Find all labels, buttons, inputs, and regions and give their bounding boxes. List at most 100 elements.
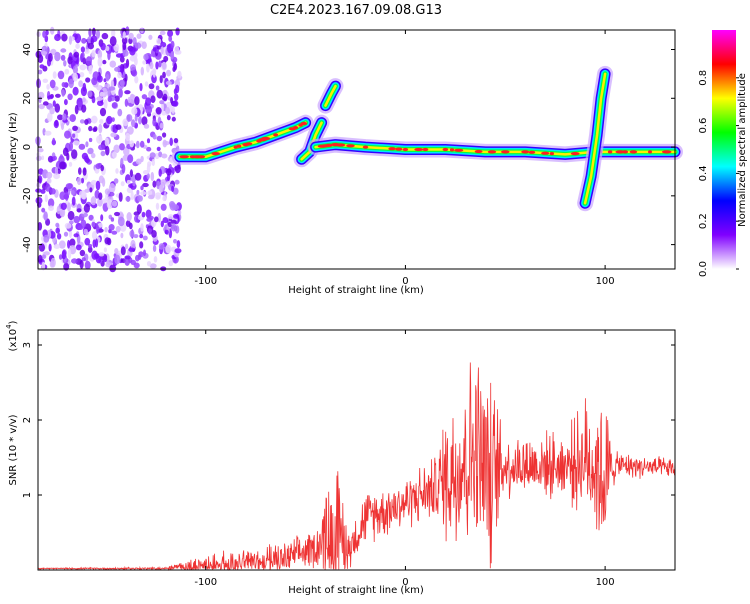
noise-speckle	[133, 234, 139, 239]
noise-speckle	[174, 93, 179, 101]
snr-x-ticks: -100 0 100	[194, 330, 615, 588]
noise-speckle	[59, 209, 64, 217]
noise-speckle	[37, 175, 43, 184]
heatmap-x-label: Height of straight line (km)	[288, 285, 424, 296]
noise-speckle	[165, 244, 172, 254]
noise-speckle	[141, 41, 147, 49]
noise-speckle	[158, 60, 162, 68]
trend-hotspot	[474, 149, 483, 154]
snr-series	[37, 362, 676, 572]
noise-speckle	[155, 85, 160, 91]
noise-speckle	[111, 117, 115, 122]
trend-hotspot	[395, 147, 403, 151]
noise-speckle	[46, 178, 52, 184]
noise-speckle	[114, 211, 120, 217]
noise-speckle	[149, 61, 154, 70]
noise-speckle	[159, 122, 164, 129]
colorbar-gradient	[712, 30, 736, 269]
noise-speckle	[81, 104, 87, 113]
noise-speckle	[149, 263, 157, 269]
noise-speckle	[58, 254, 63, 260]
trend-hotspot	[549, 152, 555, 156]
trend-hotspot	[622, 150, 629, 154]
snr-scale-label: (x104)	[5, 320, 19, 351]
noise-speckle	[65, 183, 73, 190]
noise-speckle	[125, 26, 130, 36]
noise-speckle	[128, 32, 134, 40]
noise-speckle	[160, 220, 164, 228]
noise-speckle	[152, 118, 157, 127]
noise-speckle	[60, 122, 65, 130]
noise-speckle	[47, 198, 55, 208]
noise-speckle	[174, 164, 181, 174]
colorbar-label: Normalized spectral amplitude	[737, 73, 748, 227]
noise-speckle	[111, 29, 116, 38]
noise-speckle	[50, 48, 57, 56]
noise-speckle	[70, 189, 75, 196]
heatmap-y-label: Frequency (Hz)	[8, 112, 19, 188]
noise-speckle	[46, 84, 50, 90]
noise-speckle	[175, 27, 180, 36]
noise-speckle	[53, 173, 60, 180]
noise-speckle	[162, 93, 168, 102]
noise-speckle	[148, 34, 153, 40]
noise-speckle	[62, 147, 69, 157]
noise-speckle	[172, 204, 180, 211]
noise-speckle	[109, 60, 117, 68]
noise-speckle	[84, 237, 91, 246]
noise-speckle	[100, 164, 104, 172]
noise-speckle	[99, 107, 107, 117]
noise-speckle	[35, 197, 43, 205]
noise-speckle	[67, 202, 71, 212]
noise-speckle	[47, 112, 53, 122]
snr-scale-end: )	[8, 320, 19, 324]
snr-panel: -100 0 100 1 2 3 Height of straight line (km…	[5, 320, 676, 596]
noise-speckle	[69, 141, 73, 152]
noise-speckle	[72, 140, 80, 146]
noise-speckle	[105, 45, 110, 52]
noise-speckle	[61, 250, 67, 260]
noise-speckle	[87, 90, 93, 98]
noise-speckle	[140, 223, 144, 232]
trend-hotspot	[402, 147, 409, 152]
noise-speckle	[136, 189, 140, 195]
heatmap-y-tick-label: 40	[22, 43, 33, 56]
noise-speckle	[162, 71, 166, 79]
noise-speckle	[174, 179, 180, 185]
noise-speckle	[55, 93, 61, 98]
noise-speckle	[126, 114, 133, 122]
noise-speckle	[120, 181, 125, 187]
noise-speckle	[146, 138, 151, 144]
noise-speckle	[162, 89, 168, 95]
trend-hotspot	[414, 147, 424, 152]
noise-speckle	[172, 100, 179, 107]
noise-speckle	[152, 134, 157, 140]
noise-speckle	[121, 37, 128, 45]
noise-speckle	[129, 169, 133, 178]
noise-speckle	[152, 244, 157, 252]
noise-speckle	[105, 145, 110, 156]
noise-speckle	[37, 69, 43, 75]
noise-speckle	[88, 125, 93, 132]
noise-speckle	[64, 222, 72, 229]
trend-hotspot	[449, 148, 455, 152]
noise-speckle	[56, 205, 61, 215]
noise-speckle	[115, 124, 122, 130]
noise-speckle	[117, 108, 123, 117]
noise-speckle	[54, 103, 60, 113]
noise-speckle	[57, 114, 64, 121]
heatmap-x-tick-label: 100	[596, 276, 615, 287]
snr-x-tick-label: -100	[194, 577, 217, 588]
noise-speckle	[67, 56, 73, 65]
trend-trace	[324, 84, 337, 107]
noise-speckle	[60, 54, 66, 61]
noise-speckle	[128, 247, 136, 252]
noise-speckle	[48, 243, 52, 252]
noise-speckle	[52, 137, 56, 146]
noise-speckle	[87, 147, 94, 155]
noise-speckle	[152, 47, 157, 52]
noise-speckle	[78, 167, 82, 175]
noise-speckle	[118, 88, 123, 98]
heatmap-x-ticks: -100 0 100	[194, 30, 615, 287]
trend-hotspot	[273, 133, 279, 137]
